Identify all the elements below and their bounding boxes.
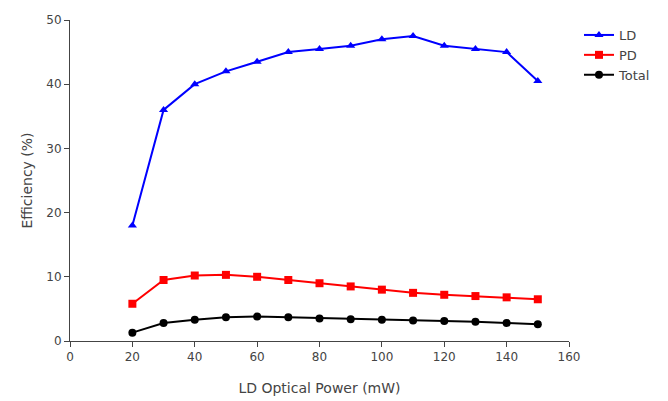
svg-text:60: 60 [249,350,264,364]
svg-text:40: 40 [187,350,202,364]
svg-text:140: 140 [495,350,518,364]
svg-text:LD Optical Power (mW): LD Optical Power (mW) [238,380,400,396]
svg-text:0: 0 [54,334,62,348]
svg-text:Total: Total [618,68,649,83]
svg-text:20: 20 [46,206,61,220]
svg-text:Efficiency (%): Efficiency (%) [19,132,35,228]
svg-text:PD: PD [619,48,637,63]
svg-text:0: 0 [66,350,74,364]
svg-text:40: 40 [46,77,61,91]
svg-text:100: 100 [370,350,393,364]
svg-text:80: 80 [312,350,327,364]
svg-text:30: 30 [46,142,61,156]
svg-text:120: 120 [433,350,456,364]
svg-text:LD: LD [619,28,636,43]
svg-text:50: 50 [46,13,61,27]
svg-text:160: 160 [558,350,581,364]
svg-text:20: 20 [125,350,140,364]
svg-text:10: 10 [46,270,61,284]
